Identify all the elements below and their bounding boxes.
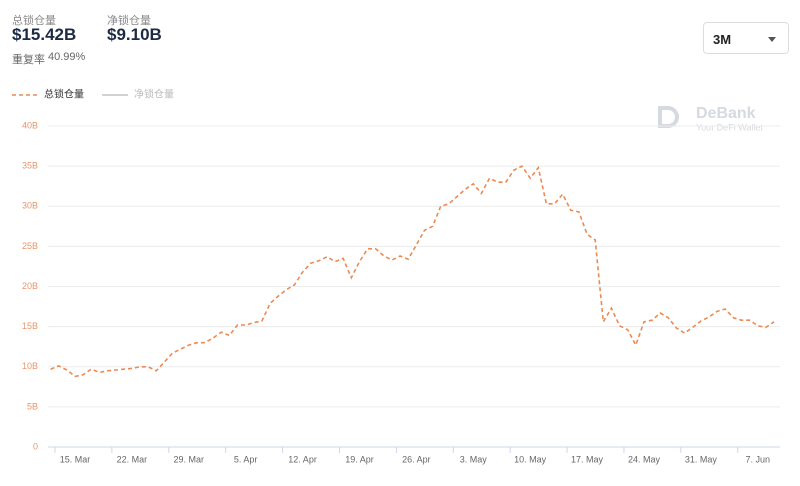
stat-value: $15.42B (12, 25, 77, 44)
x-tick-label: 17. May (571, 454, 604, 464)
range-dropdown[interactable]: 3M (703, 22, 789, 54)
logo (658, 106, 679, 128)
legend-label[interactable]: 净锁仓量 (134, 88, 174, 101)
x-tick-label: 19. Apr (345, 454, 374, 464)
y-tick-label: 20B (22, 281, 38, 291)
series-line (50, 165, 775, 378)
x-tick-label: 22. Mar (117, 454, 148, 464)
y-tick-label: 0 (33, 441, 38, 451)
stat-label: 总锁仓量 (12, 15, 56, 27)
x-tick-label: 10. May (514, 454, 547, 464)
ratio-label: 重复率 (12, 54, 45, 66)
x-tick-label: 26. Apr (402, 454, 431, 464)
x-tick-label: 29. Mar (174, 454, 205, 464)
y-tick-label: 15B (22, 321, 38, 331)
y-tick-label: 30B (22, 201, 38, 211)
range-value: 3M (713, 32, 732, 47)
dropdown-arrow (768, 37, 776, 46)
x-tick-label: 7. Jun (745, 454, 770, 464)
stat-value: $9.10B (107, 25, 162, 44)
x-tick-label: 5. Apr (234, 454, 258, 464)
ratio-value: 40.99% (48, 51, 86, 63)
x-tick-label: 3. May (460, 454, 488, 464)
x-tick-label: 31. May (685, 454, 718, 464)
legend-label[interactable]: 总锁仓量 (44, 88, 84, 101)
watermark-brand: DeBank (696, 105, 756, 122)
y-tick-label: 35B (22, 161, 38, 171)
x-tick-label: 12. Apr (288, 454, 317, 464)
y-tick-label: 5B (27, 401, 38, 411)
y-tick-label: 25B (22, 241, 38, 251)
x-tick-label: 24. May (628, 454, 661, 464)
watermark-tagline: Your DeFi Wallet (696, 122, 763, 132)
y-tick-label: 10B (22, 361, 38, 371)
y-tick-label: 40B (22, 120, 38, 130)
stat-label: 净锁仓量 (107, 15, 151, 27)
x-tick-label: 15. Mar (60, 454, 91, 464)
